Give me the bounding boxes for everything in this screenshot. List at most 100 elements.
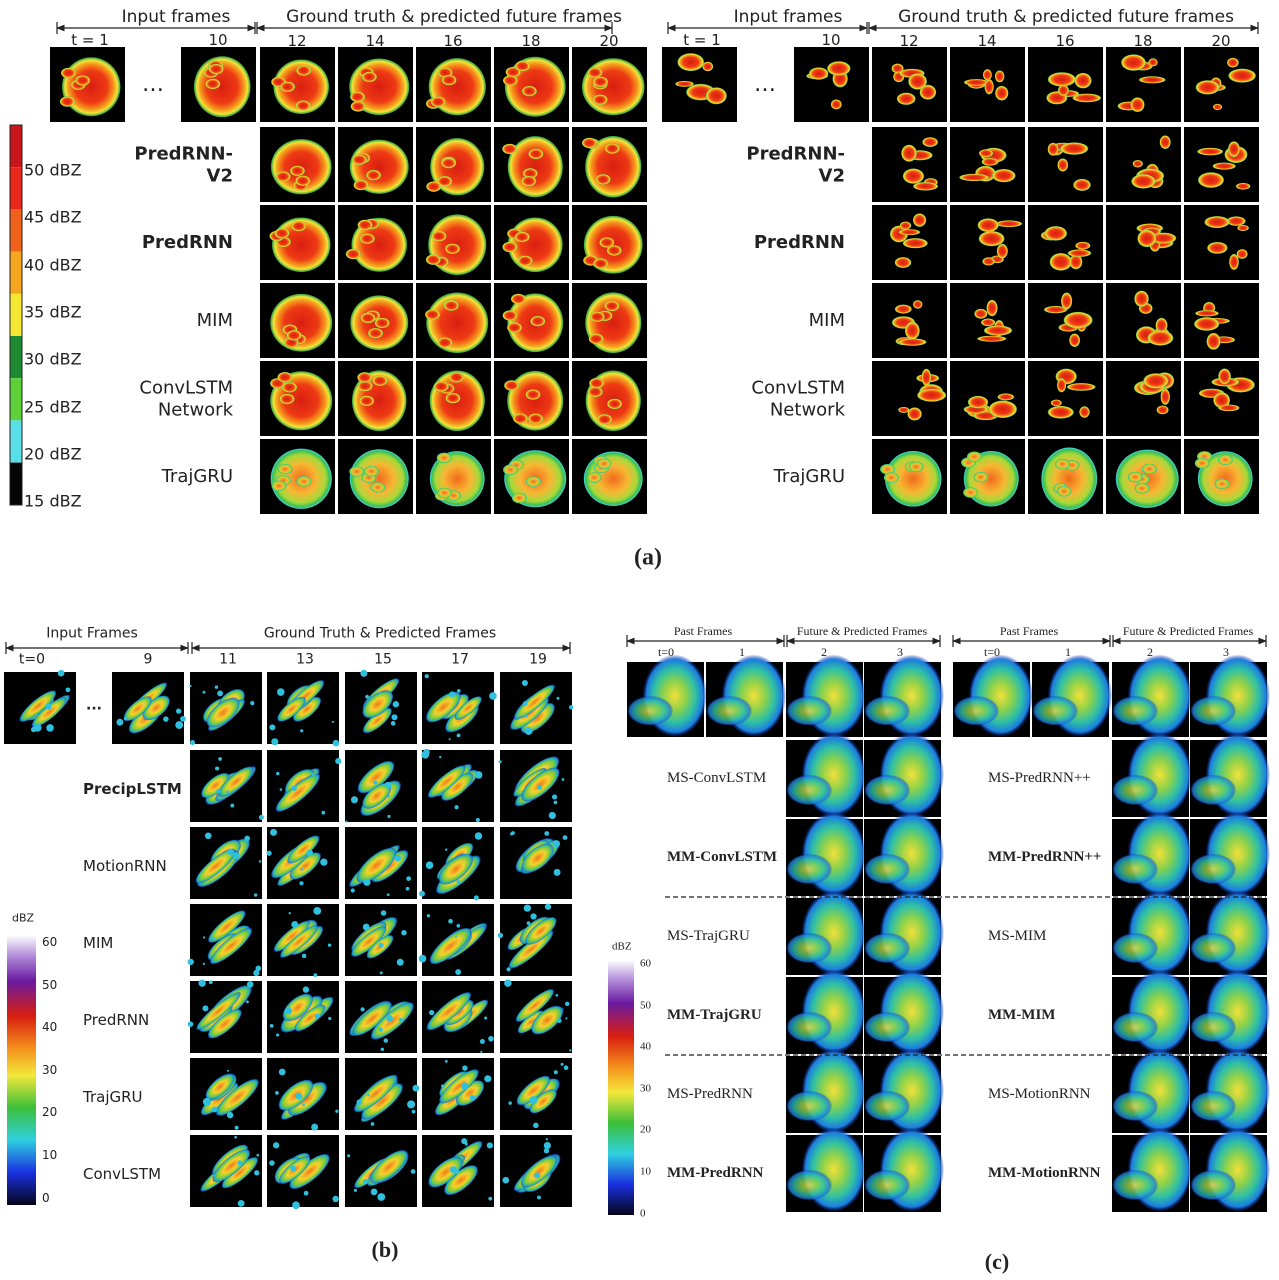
echo: [275, 1090, 279, 1095]
echo: [702, 61, 714, 72]
radar-frame: [872, 283, 947, 358]
echo: [677, 53, 705, 72]
echo: [592, 94, 608, 105]
echo: [908, 461, 924, 473]
echo: [357, 219, 373, 231]
echo: [428, 1156, 463, 1188]
echo: [396, 958, 404, 966]
echo: [445, 999, 474, 1025]
echo: [1112, 853, 1159, 885]
echo: [246, 981, 254, 988]
echo: [311, 773, 315, 777]
radar-frame: [1106, 439, 1181, 514]
radar-frame: [345, 981, 417, 1053]
echo: [258, 814, 264, 820]
echo: [295, 100, 311, 111]
radar-frame: [572, 283, 647, 358]
model-name: TrajGRU: [773, 466, 845, 488]
echo: [864, 695, 911, 726]
echo: [595, 174, 611, 185]
echo: [258, 860, 262, 863]
echo: [189, 740, 196, 746]
echo: [180, 716, 186, 722]
echo: [461, 1082, 469, 1090]
echo: [383, 1038, 389, 1043]
echo: [347, 1154, 351, 1158]
radar-frame: [1028, 283, 1103, 358]
echo: [280, 81, 296, 93]
echo: [289, 1153, 330, 1190]
radar-frame: [422, 981, 494, 1054]
echo: [426, 914, 431, 918]
echo: [456, 923, 461, 928]
echo: [506, 967, 511, 972]
radar-frame: [950, 127, 1025, 202]
model-name: PrecipLSTM: [83, 780, 182, 798]
colorbar-label: 30: [42, 1062, 58, 1077]
echo: [445, 243, 461, 255]
model-name: MM-MIM: [988, 1007, 1056, 1023]
step-label: 12: [287, 32, 307, 50]
radar-frame: [864, 1127, 945, 1212]
model-name: MM-PredRNN++: [988, 849, 1102, 865]
echo: [356, 847, 397, 883]
radar-frame: [572, 127, 647, 202]
step-label: t = 1: [683, 31, 721, 49]
radar-frame: [500, 1135, 572, 1207]
colorbar-label: 0: [42, 1190, 50, 1205]
model-name: MS-MotionRNN: [988, 1086, 1091, 1102]
echo: [205, 1074, 235, 1100]
echo: [1131, 174, 1156, 189]
echo: [531, 1005, 564, 1035]
echo: [365, 694, 369, 699]
echo: [1190, 1011, 1237, 1043]
radar-frame: [786, 811, 867, 897]
echo: [995, 85, 1009, 101]
echo: [1069, 333, 1081, 348]
echo: [1121, 54, 1146, 71]
echo: [350, 888, 355, 893]
colorbar-title: dBZ: [12, 911, 35, 925]
colorbar-label: 15 dBZ: [24, 491, 82, 511]
radar-frame: [1112, 811, 1193, 897]
colorbar-label: 25 dBZ: [24, 396, 82, 416]
echo: [521, 767, 560, 802]
echo: [279, 393, 295, 405]
echo: [457, 997, 460, 1000]
echo: [1155, 317, 1168, 333]
echo: [502, 241, 518, 253]
radar-frame: [864, 969, 945, 1054]
step-label: 3: [1223, 644, 1229, 659]
echo: [973, 471, 989, 483]
echo: [530, 913, 537, 920]
echo: [350, 101, 366, 112]
radar-frame: [1106, 127, 1181, 202]
echo: [255, 965, 262, 972]
echo: [75, 75, 91, 86]
echo: [218, 757, 222, 761]
echo: [1150, 232, 1177, 244]
echo: [295, 1092, 303, 1100]
echo: [786, 1011, 833, 1043]
echo: [306, 849, 314, 857]
echo: [418, 954, 427, 963]
echo: [292, 696, 322, 722]
echo: [534, 1172, 541, 1179]
radar-frame: [338, 47, 413, 122]
echo: [1047, 72, 1076, 87]
colorbar-label: 40: [42, 1019, 58, 1034]
echo: [454, 805, 459, 810]
echo: [901, 144, 917, 162]
echo: [504, 979, 512, 987]
echo: [1204, 216, 1230, 229]
echo: [982, 69, 992, 81]
echo: [357, 372, 373, 383]
echo: [273, 920, 310, 952]
echo: [62, 57, 121, 117]
echo: [919, 84, 937, 100]
echo: [517, 255, 533, 267]
echo: [1228, 141, 1240, 158]
echo: [827, 61, 851, 76]
echo: [175, 721, 184, 729]
radar-frame: [864, 1048, 945, 1133]
